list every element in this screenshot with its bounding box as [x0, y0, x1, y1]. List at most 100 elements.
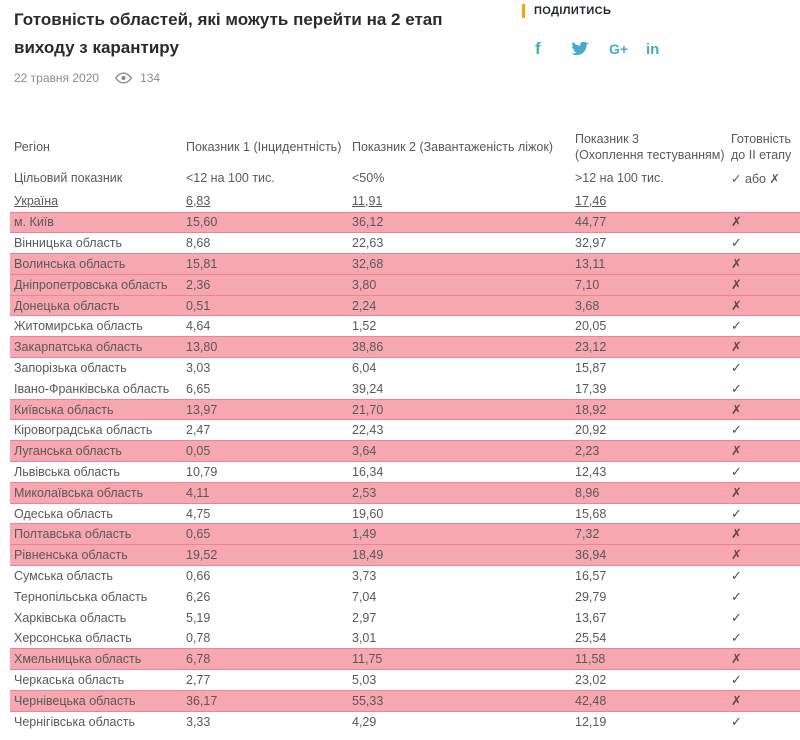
cell-region: Тернопільська область — [14, 589, 148, 604]
cell-v1: 8,68 — [186, 236, 211, 251]
cell-v1: 0,78 — [186, 631, 211, 646]
cell-v2: 19,60 — [352, 506, 384, 521]
views-count: 134 — [140, 71, 161, 85]
col-header-region: Регіон — [14, 140, 50, 154]
cell-ready: ✓ — [731, 713, 742, 729]
table-row: Дніпропетровська область 2,36 3,80 7,10 ✗ — [10, 273, 800, 296]
cell-v1: 3,33 — [186, 714, 211, 729]
google-plus-icon[interactable]: G+ — [609, 41, 629, 57]
cell-v1: 6,78 — [186, 648, 352, 671]
cell-v1: 2,47 — [186, 423, 211, 438]
ukraine-v3-link[interactable]: 17,46 — [575, 193, 607, 208]
cell-ready: ✗ — [731, 523, 800, 546]
cell-v1: 36,17 — [186, 689, 352, 712]
cell-v2: 21,70 — [352, 398, 575, 421]
cell-v2: 22,43 — [352, 423, 384, 438]
cell-v3: 20,92 — [575, 423, 607, 438]
cell-v2: 2,53 — [352, 481, 575, 504]
ukraine-v2-link[interactable]: 11,91 — [352, 193, 383, 208]
cell-v1: 2,36 — [186, 273, 352, 296]
cell-region: Одеська область — [14, 506, 113, 521]
cell-v1: 4,75 — [186, 506, 211, 521]
table-row: Запорізька область 3,03 6,04 15,87 ✓ — [10, 358, 800, 379]
table-row: Київська область 13,97 21,70 18,92 ✗ — [10, 398, 800, 421]
table-row: Вінницька область 8,68 22,63 32,97 ✓ — [10, 233, 800, 254]
cell-region: Запорізька область — [14, 361, 127, 376]
cell-v1: 19,52 — [186, 544, 352, 567]
cell-ready: ✗ — [731, 398, 800, 421]
cell-v2: 3,01 — [352, 631, 377, 646]
cell-v3: 7,32 — [575, 523, 731, 546]
ukraine-ready-cell — [731, 190, 800, 212]
cell-v3: 17,39 — [575, 381, 607, 396]
cell-v2: 1,52 — [352, 319, 377, 334]
cell-v1: 4,11 — [186, 481, 352, 504]
share-label-wrap: ПОДІЛИТИСЬ — [522, 4, 683, 18]
table-row: Житомирська область 4,64 1,52 20,05 ✓ — [10, 316, 800, 337]
target-v2: <50% — [352, 171, 385, 185]
cell-v2: 16,34 — [352, 464, 384, 479]
cell-v1: 0,05 — [186, 440, 352, 463]
table-row: Черкаська область 2,77 5,03 23,02 ✓ — [10, 670, 800, 691]
cell-ready: ✓ — [731, 235, 742, 251]
cell-ready: ✗ — [731, 294, 800, 317]
cell-region: Хмельницька область — [10, 648, 186, 671]
cell-region: Дніпропетровська область — [10, 273, 186, 296]
ukraine-link[interactable]: Україна — [14, 193, 59, 208]
table-body: Цільовий показник <12 на 100 тис. <50% >… — [10, 166, 800, 732]
cell-v3: 15,68 — [575, 506, 607, 521]
cell-v1: 3,03 — [186, 361, 211, 376]
cell-region: Рівненська область — [10, 544, 186, 567]
facebook-icon[interactable]: f — [535, 39, 541, 58]
share-icons: f G+ in — [522, 39, 683, 59]
twitter-icon[interactable] — [572, 42, 609, 56]
cell-ready: ✗ — [731, 689, 800, 712]
cell-v3: 3,68 — [575, 294, 731, 317]
table-row: Миколаївська область 4,11 2,53 8,96 ✗ — [10, 481, 800, 504]
target-label: Цільовий показник — [14, 171, 123, 185]
col-header-indicator1: Показник 1 (Інцидентність) — [186, 140, 342, 154]
views-eye-icon — [115, 72, 133, 84]
cell-v3: 44,77 — [575, 211, 731, 234]
cell-v3: 25,54 — [575, 631, 607, 646]
cell-v2: 11,75 — [352, 648, 575, 671]
cell-region: Сумська область — [14, 569, 113, 584]
cell-v3: 23,12 — [575, 336, 731, 359]
cell-region: Івано-Франківська область — [14, 381, 170, 396]
table-row: Чернігівська область 3,33 4,29 12,19 ✓ — [10, 711, 800, 732]
table-row: Закарпатська область 13,80 38,86 23,12 ✗ — [10, 336, 800, 359]
target-v1: <12 на 100 тис. — [186, 171, 275, 185]
cell-region: Житомирська область — [14, 319, 143, 334]
cell-v2: 3,64 — [352, 440, 575, 463]
cell-v3: 32,97 — [575, 236, 607, 251]
cell-region: Чернівецька область — [10, 689, 186, 712]
cell-ready: ✓ — [731, 463, 742, 479]
cell-v1: 10,79 — [186, 464, 218, 479]
share-label: ПОДІЛИТИСЬ — [534, 5, 612, 17]
cell-region: Черкаська область — [14, 672, 125, 687]
cell-v2: 36,12 — [352, 211, 575, 234]
cell-v1: 0,65 — [186, 523, 352, 546]
cell-ready: ✓ — [731, 588, 742, 604]
cell-region: м. Київ — [10, 211, 186, 234]
cell-v3: 15,87 — [575, 361, 607, 376]
cell-region: Львівська область — [14, 464, 120, 479]
regions-table: Регіон Показник 1 (Інцидентність) Показн… — [10, 128, 800, 732]
share-block: ПОДІЛИТИСЬ f G+ in — [522, 4, 683, 59]
cell-region: Полтавська область — [10, 523, 186, 546]
cell-ready: ✓ — [731, 318, 742, 334]
cell-v2: 18,49 — [352, 544, 575, 567]
linkedin-icon[interactable]: in — [646, 40, 660, 58]
cell-region: Вінницька область — [14, 236, 123, 251]
table-row: Одеська область 4,75 19,60 15,68 ✓ — [10, 503, 800, 524]
ukraine-row: Україна 6,83 11,91 17,46 — [10, 190, 800, 212]
cell-ready: ✓ — [731, 568, 742, 584]
cell-v2: 4,29 — [352, 714, 377, 729]
cell-ready: ✓ — [731, 360, 742, 376]
ukraine-v1-link[interactable]: 6,83 — [186, 193, 211, 208]
cell-region: Кіровоградська область — [14, 423, 153, 438]
cell-v3: 36,94 — [575, 544, 731, 567]
cell-v2: 3,80 — [352, 273, 575, 296]
cell-region: Волинська область — [10, 253, 186, 275]
